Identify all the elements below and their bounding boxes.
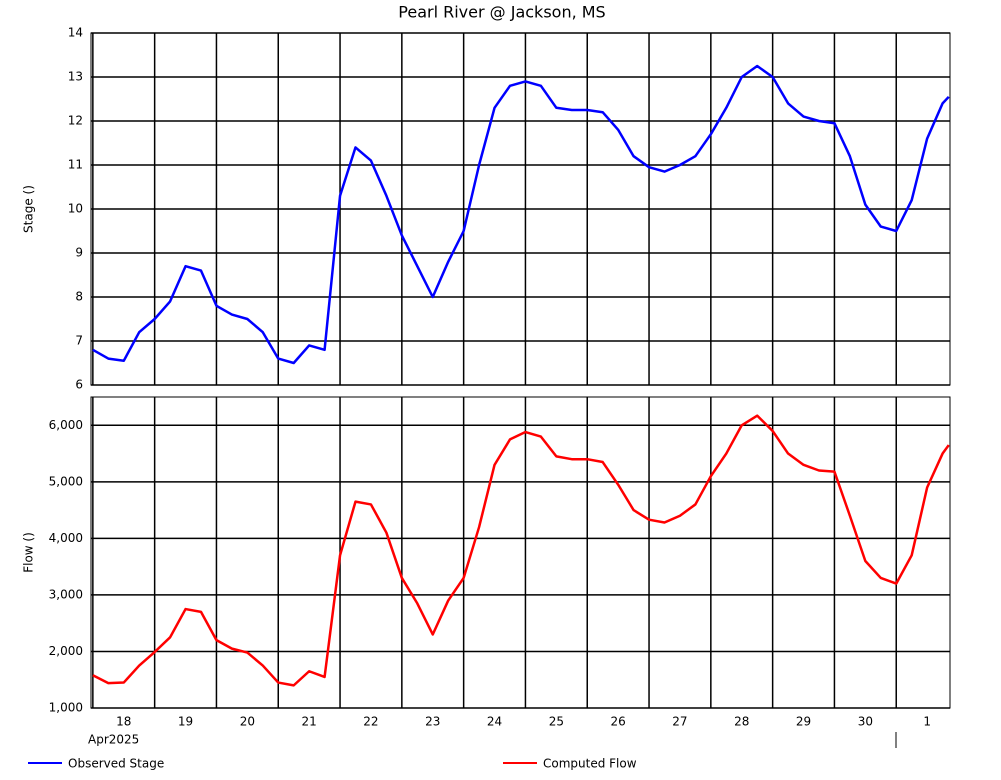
x-tick-label: 1 <box>923 715 931 729</box>
legend-label: Computed Flow <box>543 757 637 771</box>
x-tick-label: 24 <box>487 715 502 729</box>
x-tick-label: 25 <box>549 715 564 729</box>
y-tick-label: 1,000 <box>49 701 83 715</box>
y-tick-label: 11 <box>68 158 83 172</box>
legend-label: Observed Stage <box>68 757 164 771</box>
x-tick-label: 29 <box>796 715 811 729</box>
x-tick-label: 20 <box>240 715 255 729</box>
y-axis-label: Flow () <box>22 532 36 573</box>
x-tick-label: 30 <box>858 715 873 729</box>
y-tick-label: 14 <box>68 26 83 40</box>
x-tick-label: 21 <box>302 715 317 729</box>
y-tick-label: 2,000 <box>49 644 83 658</box>
x-tick-label: 18 <box>116 715 131 729</box>
y-tick-label: 13 <box>68 70 83 84</box>
plot-border <box>90 32 951 386</box>
x-tick-label: 19 <box>178 715 193 729</box>
y-tick-label: 6 <box>75 378 83 392</box>
y-axis-label: Stage () <box>22 185 36 233</box>
y-tick-label: 6,000 <box>49 418 83 432</box>
chart-title: Pearl River @ Jackson, MS <box>398 3 605 22</box>
y-tick-label: 8 <box>75 290 83 304</box>
y-tick-label: 10 <box>68 202 83 216</box>
y-tick-label: 3,000 <box>49 587 83 601</box>
x-tick-label: 27 <box>672 715 687 729</box>
y-tick-label: 12 <box>68 114 83 128</box>
series-line <box>92 414 950 687</box>
x-tick-label: 22 <box>363 715 378 729</box>
x-tick-label: 23 <box>425 715 440 729</box>
x-tick-label: 26 <box>611 715 626 729</box>
series-line <box>92 64 950 365</box>
plot-border <box>90 396 951 709</box>
y-tick-label: 9 <box>75 246 83 260</box>
y-tick-label: 4,000 <box>49 531 83 545</box>
x-tick-label: 28 <box>734 715 749 729</box>
x-axis-label: Apr2025 <box>88 733 139 747</box>
y-tick-label: 5,000 <box>49 474 83 488</box>
y-tick-label: 7 <box>75 334 83 348</box>
